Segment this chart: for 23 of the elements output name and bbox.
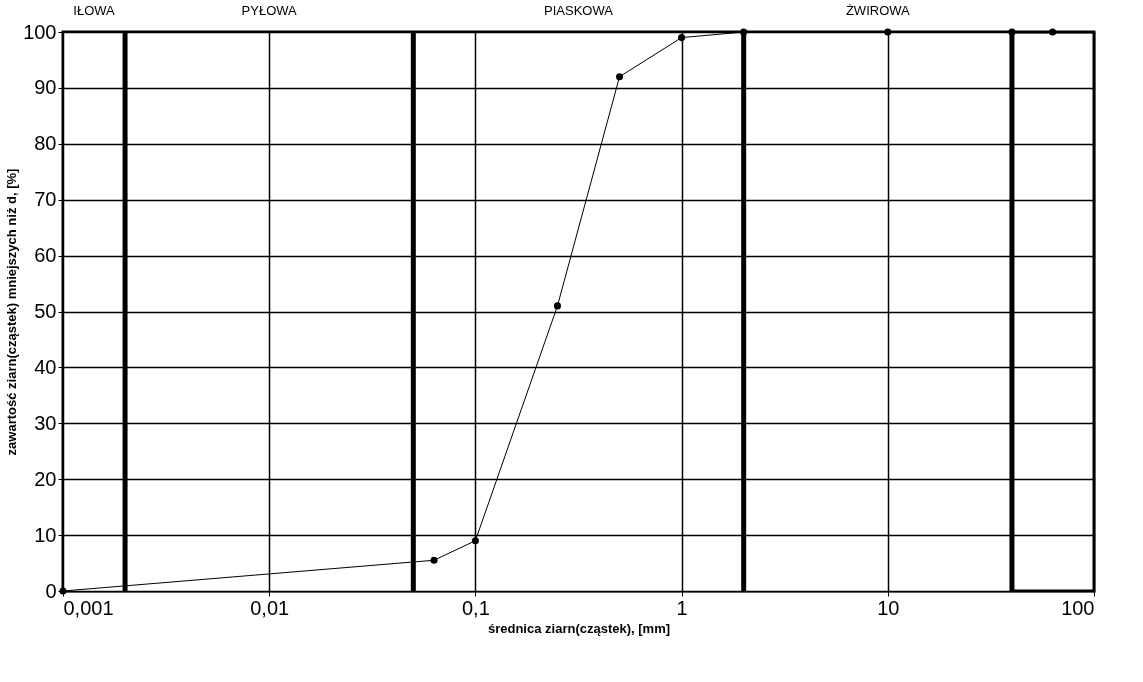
x-tick-label: 0,01 — [250, 596, 290, 619]
band-label: IŁOWA — [73, 3, 116, 18]
x-tick-label: 100 — [1061, 596, 1095, 619]
y-tick-label: 90 — [34, 76, 57, 99]
y-tick-label: 100 — [23, 20, 57, 43]
y-tick-label: 70 — [34, 188, 57, 211]
y-tick-label: 50 — [34, 300, 57, 322]
y-tick-label: 20 — [34, 467, 57, 490]
y-tick-label: 40 — [34, 355, 57, 378]
y-tick-label: 0 — [45, 579, 57, 602]
x-tick-label: 10 — [877, 596, 900, 619]
y-tick-label: 60 — [34, 244, 57, 267]
band-label: PIASKOWA — [544, 3, 614, 18]
y-tick-label: 10 — [34, 523, 57, 546]
x-tick-label: 0,001 — [63, 596, 114, 619]
band-label: PYŁOWA — [241, 3, 298, 18]
y-tick-label: 30 — [34, 411, 57, 434]
x-tick-label: 1 — [676, 596, 688, 619]
x-axis-title: średnica ziarn(cząstek), [mm] — [487, 620, 671, 636]
y-axis-title: zawartość ziarn(cząstek) mniejszych niż d, [%] — [4, 168, 20, 456]
band-label: ŻWIROWA — [845, 3, 911, 18]
y-tick-label: 80 — [34, 132, 57, 155]
x-tick-label: 0,1 — [461, 596, 490, 619]
